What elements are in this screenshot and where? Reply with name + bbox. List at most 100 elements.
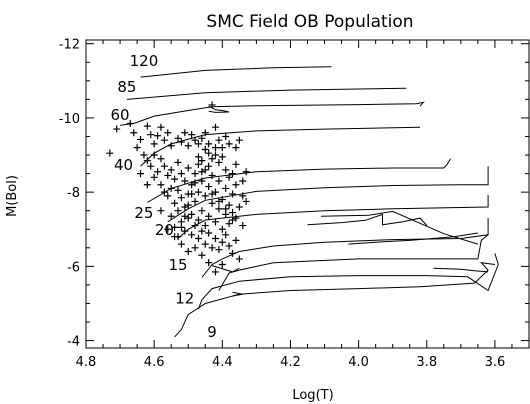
star-point (174, 186, 182, 194)
x-tick-label: 4.8 (76, 355, 97, 370)
star-point (184, 201, 192, 209)
star-point (106, 149, 114, 157)
star-point (198, 177, 206, 185)
star-point (205, 212, 213, 220)
x-tick-label: 4.0 (348, 355, 369, 370)
star-point (229, 170, 237, 178)
star-point (218, 225, 226, 233)
star-point (215, 197, 223, 205)
evolutionary-track-2 (120, 101, 425, 126)
evolutionary-track-5 (147, 158, 452, 203)
star-point (181, 177, 189, 185)
star-point (137, 135, 145, 143)
star-point (174, 207, 182, 215)
star-point (222, 205, 230, 213)
star-point (222, 166, 230, 174)
x-tick-label: 4.6 (144, 355, 165, 370)
y-tick-label: -8 (67, 186, 80, 201)
star-point (198, 168, 206, 176)
evolutionary-track-0 (140, 66, 332, 78)
star-point (229, 209, 237, 217)
evolutionary-track-7 (177, 195, 489, 239)
star-point (140, 151, 148, 159)
star-point (239, 222, 247, 230)
star-point (205, 140, 213, 148)
star-point (215, 158, 223, 166)
star-point (181, 227, 189, 235)
x-tick-label: 4.2 (280, 355, 301, 370)
star-point (194, 153, 202, 161)
star-point (184, 164, 192, 172)
star-point (205, 162, 213, 170)
star-point (137, 170, 145, 178)
star-point (184, 142, 192, 150)
x-axis-label: Log(T) (292, 388, 333, 403)
star-point (150, 173, 158, 181)
star-point (113, 125, 121, 133)
star-point (232, 144, 240, 152)
x-tick-label: 3.8 (416, 355, 437, 370)
star-point (208, 190, 216, 198)
star-point (171, 175, 179, 183)
y-tick-label: -4 (67, 335, 80, 350)
star-point (232, 236, 240, 244)
chart-title: SMC Field OB Population (206, 12, 413, 32)
track-mass-label: 40 (114, 156, 133, 174)
star-point (157, 123, 165, 131)
star-point (208, 155, 216, 163)
track-mass-label: 20 (155, 221, 174, 239)
star-point (218, 153, 226, 161)
star-point (218, 238, 226, 246)
star-point (188, 210, 196, 218)
track-mass-label: 25 (134, 204, 153, 222)
star-point (181, 129, 189, 137)
star-point (211, 123, 219, 131)
y-axis-label: M(Bol) (5, 175, 20, 217)
star-point (198, 207, 206, 215)
star-point (239, 192, 247, 200)
evolutionary-track-8 (307, 213, 428, 226)
star-point (160, 136, 168, 144)
star-point (201, 145, 209, 153)
star-point (222, 231, 230, 239)
star-point (188, 131, 196, 139)
track-mass-label: 9 (207, 323, 217, 341)
y-tick-label: -10 (59, 112, 80, 127)
star-point (174, 134, 182, 142)
star-point (232, 181, 240, 189)
star-point (194, 235, 202, 243)
x-tick-label: 4.4 (212, 355, 233, 370)
star-point (164, 171, 172, 179)
star-point (154, 168, 162, 176)
star-point (177, 170, 185, 178)
evolutionary-track-10 (321, 210, 479, 245)
star-point (229, 216, 237, 224)
star-point (205, 149, 213, 157)
y-tick-label: -6 (67, 260, 80, 275)
star-point (191, 222, 199, 230)
evolutionary-track-12 (211, 265, 240, 273)
star-point (174, 158, 182, 166)
star-points-layer (106, 101, 250, 276)
track-mass-label: 60 (111, 106, 130, 124)
star-point (194, 188, 202, 196)
star-point (167, 212, 175, 220)
evolutionary-track-15 (433, 267, 489, 273)
star-point (208, 101, 216, 109)
star-point (177, 240, 185, 248)
star-point (171, 199, 179, 207)
star-point (215, 177, 223, 185)
star-point (130, 129, 138, 137)
star-point (194, 140, 202, 148)
star-point (177, 138, 185, 146)
star-point (126, 119, 134, 127)
star-point (235, 203, 243, 211)
x-tick-label: 3.6 (485, 355, 506, 370)
evolutionary-track-3 (208, 105, 230, 113)
star-point (242, 168, 250, 176)
track-mass-label: 15 (168, 256, 187, 274)
star-point (225, 242, 233, 250)
star-point (191, 244, 199, 252)
star-point (143, 181, 151, 189)
